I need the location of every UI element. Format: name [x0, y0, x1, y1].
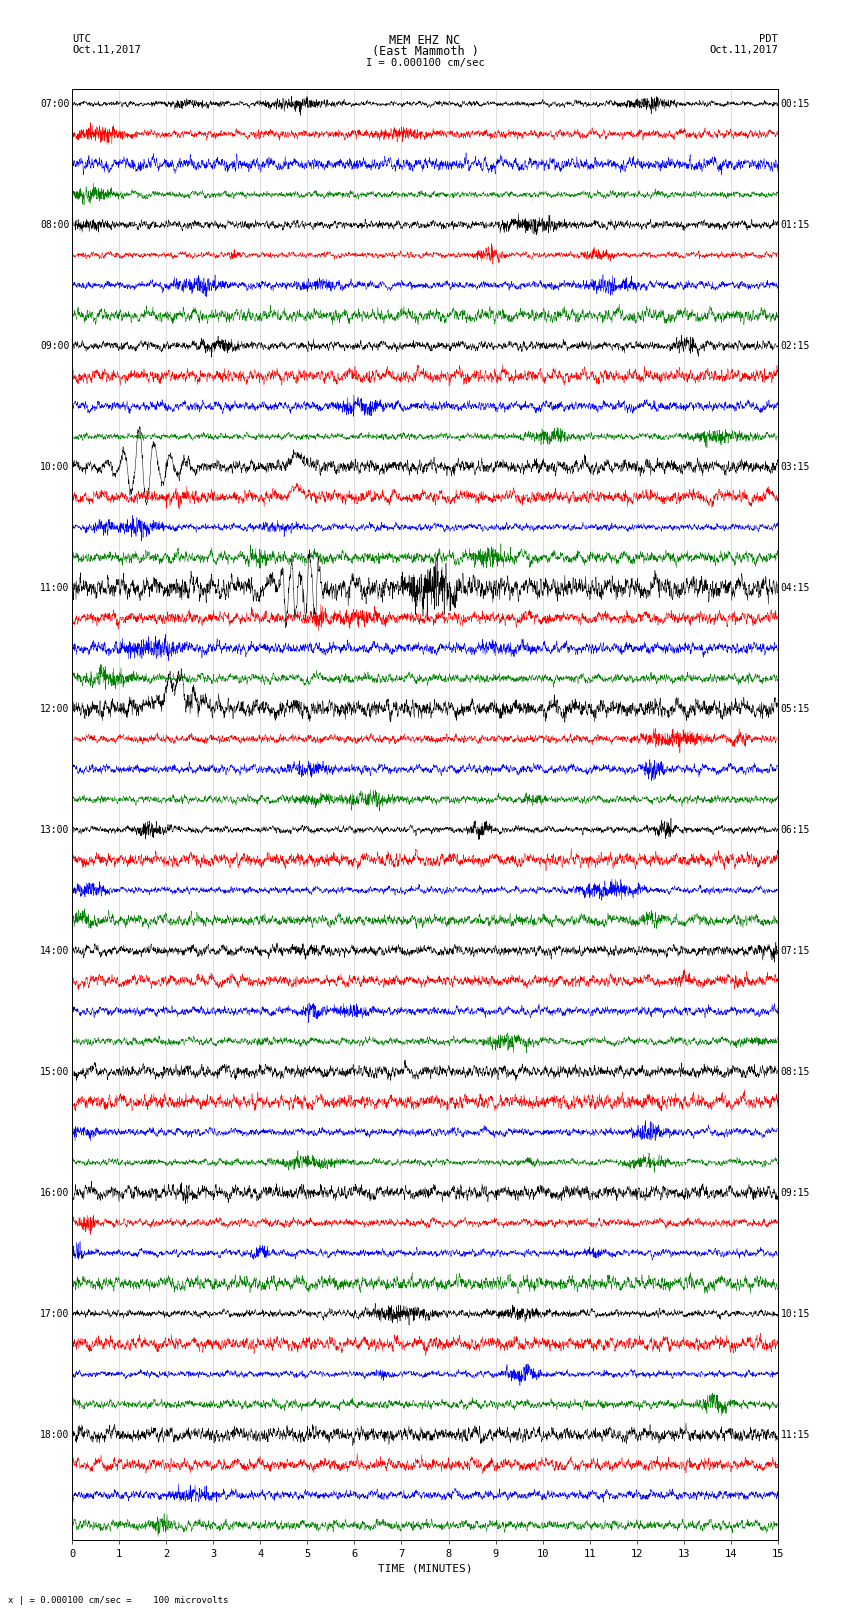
Text: PDT: PDT	[759, 34, 778, 44]
Text: Oct.11,2017: Oct.11,2017	[709, 45, 778, 55]
Text: UTC: UTC	[72, 34, 91, 44]
Text: (East Mammoth ): (East Mammoth )	[371, 45, 479, 58]
X-axis label: TIME (MINUTES): TIME (MINUTES)	[377, 1563, 473, 1574]
Text: x | = 0.000100 cm/sec =    100 microvolts: x | = 0.000100 cm/sec = 100 microvolts	[8, 1595, 229, 1605]
Text: MEM EHZ NC: MEM EHZ NC	[389, 34, 461, 47]
Text: Oct.11,2017: Oct.11,2017	[72, 45, 141, 55]
Text: I = 0.000100 cm/sec: I = 0.000100 cm/sec	[366, 58, 484, 68]
